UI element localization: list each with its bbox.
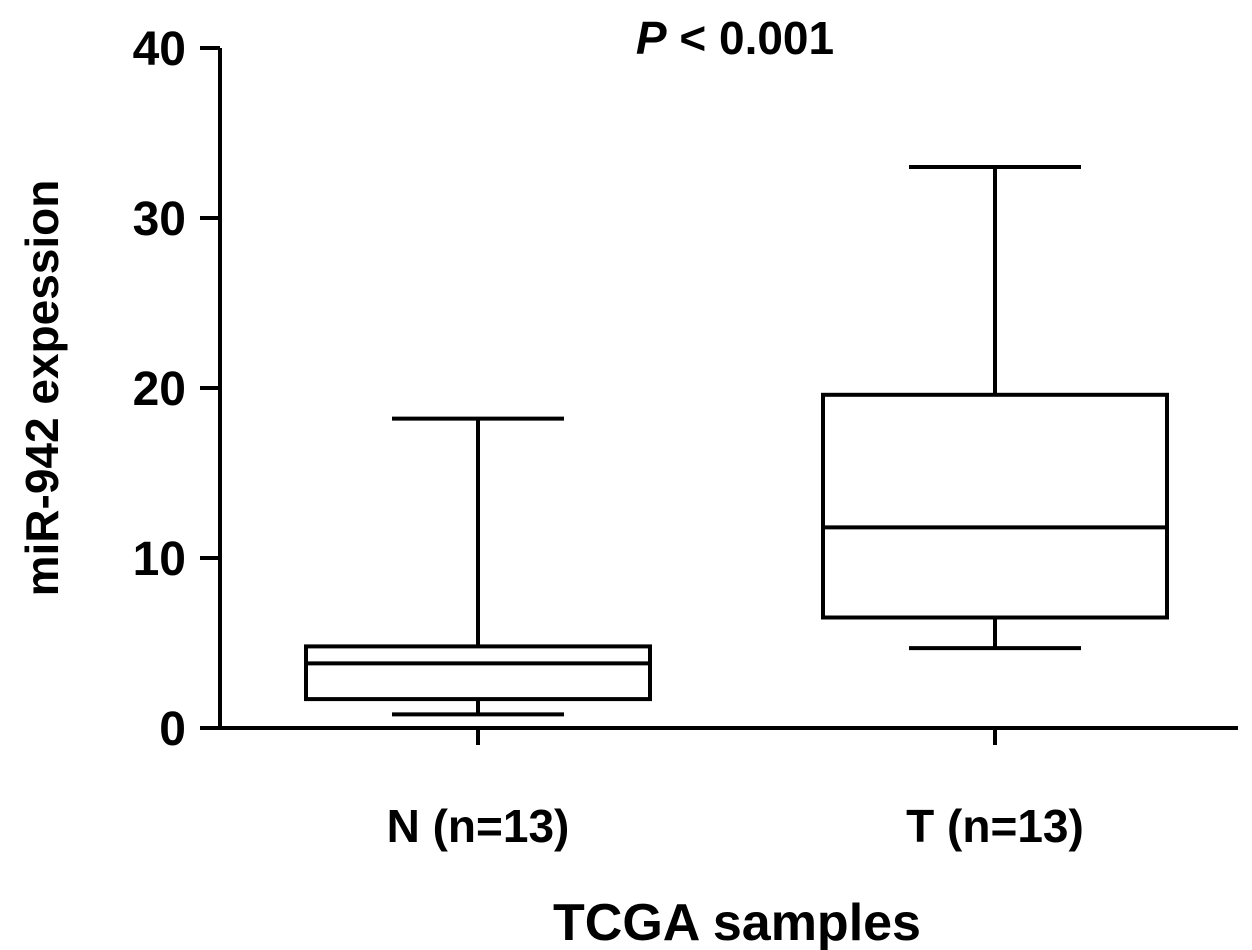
x-axis-label: TCGA samples bbox=[553, 894, 921, 950]
y-tick-label: 40 bbox=[133, 23, 186, 76]
title-p-symbol: P bbox=[636, 12, 667, 64]
x-axis-ticks: N (n=13) T (n=13) bbox=[387, 728, 1084, 852]
chart-title: P < 0.001 bbox=[636, 12, 834, 64]
box-group bbox=[304, 416, 652, 717]
x-tick-label: T (n=13) bbox=[906, 800, 1084, 852]
x-tick-label: N (n=13) bbox=[387, 800, 570, 852]
y-tick-label: 0 bbox=[159, 703, 186, 756]
title-p-value: < 0.001 bbox=[667, 12, 835, 64]
y-axis-ticks: 0 10 20 30 40 bbox=[133, 23, 220, 756]
iqr-box bbox=[821, 392, 1169, 620]
y-tick-label: 30 bbox=[133, 193, 186, 246]
y-tick-label: 20 bbox=[133, 363, 186, 416]
y-axis-label: miR-942 expession bbox=[16, 180, 68, 597]
y-tick-label: 10 bbox=[133, 533, 186, 586]
iqr-box bbox=[304, 644, 652, 702]
box-group bbox=[821, 165, 1169, 651]
box-series bbox=[304, 165, 1169, 717]
